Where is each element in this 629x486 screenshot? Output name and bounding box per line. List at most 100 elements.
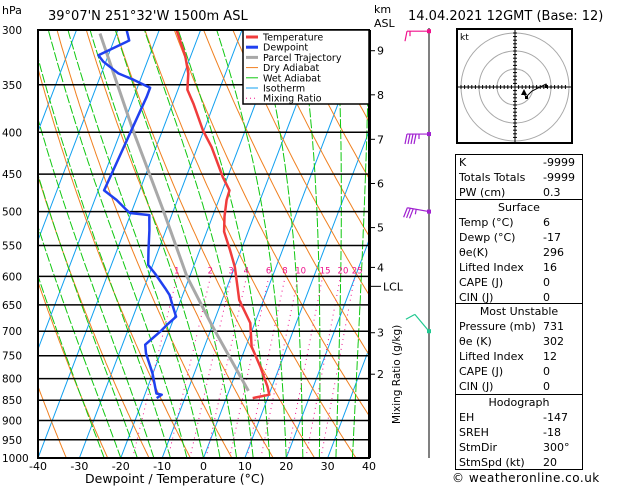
temperature-tick-label: -30 [70,460,88,473]
section-title: Most Unstable [479,305,559,318]
hodograph-table: Hodograph EH -147 SREH -18 StmDir 300° StmSpd (… [455,395,583,470]
wind-barb-column [403,28,431,458]
index-value: 16 [543,261,557,274]
index-row: Temp (°C) 6 [456,215,582,230]
isotherm-line [38,30,77,133]
index-label: Dewp (°C) [459,231,516,244]
parcel-trajectory-line [98,33,250,392]
profiles [97,30,271,400]
index-label: PW (cm) [459,186,506,199]
pressure-tick-label: 700 [2,326,22,338]
pressure-tick-label: 300 [2,25,22,37]
index-value: 6 [543,216,550,229]
wind-barb [404,132,431,145]
wet-adiabat-line [38,117,155,458]
index-row: CAPE (J) 0 [456,364,582,379]
height-tick-label: 7 [377,133,384,146]
temperature-line [175,30,271,400]
index-row-k: K -9999 [456,155,582,170]
x-axis-title: Dewpoint / Temperature (°C) [85,471,264,486]
index-row: Pressure (mb) 731 [456,319,582,334]
index-value: 302 [543,335,564,348]
legend-box [242,29,370,105]
mixing-ratio-line [189,276,232,458]
wet-adiabat-line [89,30,221,458]
mixing-ratio-line [286,276,324,458]
index-row-pw: PW (cm) 0.3 [456,185,582,200]
mixing-ratio-line [229,276,270,458]
mixing-ratio-label: 3 [228,266,233,276]
dry-adiabat-line [261,30,369,237]
isotherm-line [327,347,369,458]
index-value: 296 [543,246,564,259]
index-value: 0 [543,276,550,289]
section-title: Surface [498,201,540,214]
temperature-tick-label: -20 [112,460,130,473]
pressure-tick-label: 650 [2,300,22,312]
mixing-ratio-line [260,276,299,458]
wind-barb [405,313,431,334]
mixing-ratio-line [132,276,178,458]
isotherm-line [78,30,243,458]
index-value: 0 [543,365,550,378]
location-title: 39°07'N 251°32'W 1500m ASL [48,9,248,24]
index-label: CAPE (J) [459,276,504,289]
index-label: Pressure (mb) [459,320,536,333]
index-row: θe (K) 302 [456,334,582,349]
wet-adiabat-line [335,30,342,458]
temperature-tick-label: 40 [362,460,376,473]
legend-label: Dewpoint [263,43,308,54]
wet-adiabat-line [298,30,321,458]
index-row: Lifted Index 16 [456,260,582,275]
temperature-tick-label: 0 [200,460,207,473]
index-value: -17 [543,231,561,244]
isotherm-line [38,30,202,458]
index-label: Totals Totals [459,171,526,184]
index-value: 0 [543,291,550,304]
mixing-ratio-line [246,276,286,458]
mixing-ratio-label: 8 [282,266,287,276]
mixing-ratio-label: 2 [208,266,213,276]
dry-adiabat-line [38,66,191,458]
index-label: CIN (J) [459,291,494,304]
height-tick-label: 3 [377,327,384,340]
pressure-tick-label: 500 [2,207,22,219]
index-row: CIN (J) 0 [456,290,582,305]
surface-table: Surface Temp (°C) 6 Dewp (°C) -17 θe(K) 296 Lif… [455,200,583,304]
index-label: θe (K) [459,335,492,348]
index-label: Temp (°C) [459,216,514,229]
height-tick-label: 5 [377,222,384,235]
index-row: StmDir 300° [456,440,582,455]
hodograph-unit-label: kt [460,33,469,43]
legend-label: Wet Adiabat [263,73,321,84]
index-label: Lifted Index [459,350,524,363]
km-label: km [374,3,391,16]
section-title: Hodograph [488,396,550,409]
dry-adiabat-line [581,24,629,458]
index-label: StmSpd (kt) [459,456,525,469]
temperature-tick-label: -10 [153,460,171,473]
mixing-ratio-label: 6 [266,266,271,276]
index-label: Lifted Index [459,261,524,274]
hodograph-point [525,96,528,99]
dry-adiabat-line [56,30,233,458]
dry-adiabat-line [38,280,109,458]
axes: 3003504004505005506006507007508008509009… [2,25,404,473]
pressure-tick-label: 350 [2,80,22,92]
mixing-ratio-label: 1 [174,266,179,276]
hpa-axis-label: hPa [2,4,22,17]
index-label: CAPE (J) [459,365,504,378]
lcl-label: LCL [383,280,404,293]
dry-adiabat-line [291,30,369,180]
legend-label: Isotherm [263,84,305,95]
index-row: Dewp (°C) -17 [456,230,582,245]
temperature-tick-label: 30 [321,460,335,473]
legend-label: Temperature [262,33,323,44]
hodograph-point [545,85,548,88]
index-value: 731 [543,320,564,333]
isotherm-line [38,30,119,242]
pressure-tick-label: 400 [2,127,22,139]
index-value: -9999 [543,171,575,184]
pressure-tick-label: 950 [2,435,22,447]
mixing-ratio-label: 10 [295,266,306,276]
